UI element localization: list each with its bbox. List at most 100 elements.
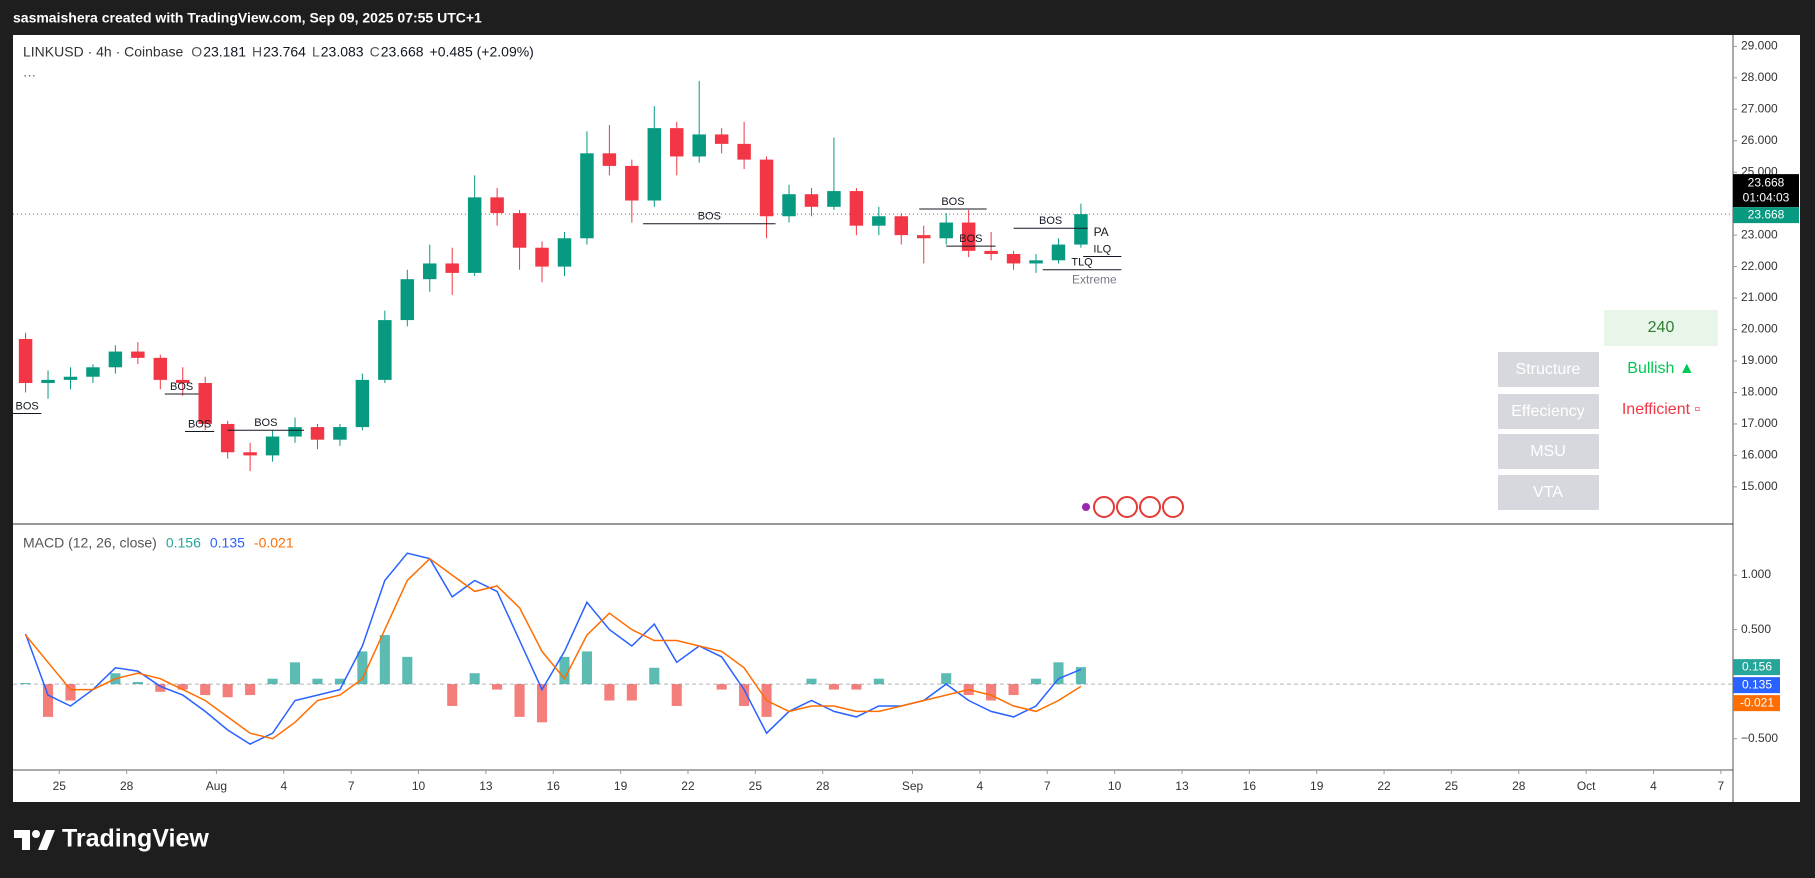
histogram-bar <box>132 681 143 685</box>
histogram-bar <box>65 684 76 701</box>
candle-body <box>86 367 100 377</box>
candle-body <box>198 383 212 424</box>
macd-line <box>25 557 1082 740</box>
candle-body <box>400 279 415 321</box>
histogram-bar <box>559 656 570 685</box>
y-tick-label: 29.000 <box>1741 39 1778 53</box>
histogram-bar <box>357 651 368 685</box>
value-badge <box>1733 659 1780 676</box>
histogram-bar <box>312 678 323 685</box>
x-tick-label: 25 <box>53 779 67 793</box>
value-badge-text: -0.021 <box>1740 695 1774 709</box>
level-label: BOS <box>698 211 721 223</box>
efficiency-status: Inefficient ▫ <box>1622 401 1700 418</box>
value-badge <box>1733 677 1780 694</box>
histogram-bar <box>1075 667 1086 685</box>
y-tick-label: 20.000 <box>1741 322 1778 336</box>
panel-button[interactable] <box>1498 434 1599 469</box>
x-tick-label: 7 <box>348 779 355 793</box>
histogram-bar <box>447 684 458 706</box>
panel-button-label[interactable]: VTA <box>1533 484 1563 501</box>
candle-body <box>580 153 594 239</box>
histogram-bar <box>334 678 345 685</box>
candle-body <box>423 263 437 280</box>
histogram-bar <box>222 684 233 698</box>
x-tick-label: 4 <box>977 779 984 793</box>
y-tick-label: 15.000 <box>1741 479 1778 493</box>
ohlc-key: C <box>370 44 380 60</box>
macd-legend-value: -0.021 <box>254 535 294 551</box>
histogram-bar <box>649 667 660 685</box>
y-tick-label: 18.000 <box>1741 385 1778 399</box>
histogram-bar <box>671 684 682 706</box>
x-tick-label: 4 <box>280 779 287 793</box>
candle-body <box>917 235 931 239</box>
x-tick-label: 10 <box>412 779 426 793</box>
candle-body <box>220 423 235 453</box>
ohlc-key: H <box>252 44 262 60</box>
more: ··· <box>23 67 36 82</box>
x-tick-label: 22 <box>1377 779 1391 793</box>
y-tick-label: 21.000 <box>1741 290 1778 304</box>
histogram-bar <box>379 635 390 685</box>
note-label: Extreme <box>1072 272 1117 286</box>
histogram-bar <box>155 684 166 692</box>
panel-button[interactable] <box>1498 352 1599 387</box>
histogram-bar <box>626 684 637 701</box>
panel-button-label[interactable]: Effeciency <box>1511 403 1585 420</box>
x-tick-label: 19 <box>1310 779 1324 793</box>
candle-body <box>467 197 482 273</box>
value-badge <box>1733 695 1780 712</box>
y-tick-label: 19.000 <box>1741 353 1778 367</box>
footer-brand: TradingView <box>62 825 209 853</box>
histogram-bar <box>245 684 256 696</box>
candle-body <box>894 216 909 236</box>
level-label: BOS <box>16 400 39 412</box>
x-tick-label: Oct <box>1577 779 1596 793</box>
x-tick-label: Sep <box>902 779 924 793</box>
event-icons <box>1082 496 1184 518</box>
histogram-bar <box>941 673 952 685</box>
candle-body <box>804 194 819 207</box>
histogram-bar <box>267 678 278 685</box>
histogram-bar <box>581 651 592 685</box>
candle-body <box>961 222 976 251</box>
candle-body <box>265 436 280 456</box>
candle-body <box>108 351 123 368</box>
x-tick-label: 25 <box>749 779 763 793</box>
histogram-bar <box>828 684 839 690</box>
candle-body <box>1029 260 1043 264</box>
candle-body <box>243 452 257 456</box>
panel-button[interactable] <box>1498 394 1599 429</box>
y-tick-label: 0.500 <box>1741 622 1771 636</box>
price-badge-green-value: 23.668 <box>1748 207 1785 221</box>
x-tick-label: 28 <box>1512 779 1526 793</box>
y-tick-label: 26.000 <box>1741 133 1778 147</box>
candle-body <box>1051 244 1066 261</box>
x-tick-label: 16 <box>547 779 561 793</box>
ohlc-value: 23.668 <box>381 44 424 60</box>
panel-button-label[interactable]: Structure <box>1516 361 1581 378</box>
x-tick-label: Aug <box>206 779 227 793</box>
y-tick-label: 1.000 <box>1741 567 1771 581</box>
panel-button[interactable] <box>1498 475 1599 510</box>
ohlc-value: 23.083 <box>321 44 364 60</box>
histogram-bar <box>739 684 750 706</box>
x-tick-label: 7 <box>1718 779 1725 793</box>
candle-body <box>1006 254 1021 264</box>
histogram-bar <box>604 684 615 701</box>
histogram-bar <box>873 678 884 685</box>
value-badge-text: 0.156 <box>1742 659 1772 673</box>
candle-body <box>512 213 527 248</box>
y-tick-label: −0.500 <box>1741 731 1778 745</box>
x-tick-label: 4 <box>1650 779 1657 793</box>
candle-body <box>153 357 168 380</box>
y-tick-label: 27.000 <box>1741 101 1778 115</box>
level-label: BOS <box>170 381 193 393</box>
ohlc-key: L <box>312 44 320 60</box>
value-badge-text: 0.135 <box>1742 677 1772 691</box>
histogram-bar <box>1053 662 1064 685</box>
panel-button-label[interactable]: MSU <box>1530 443 1566 460</box>
candle-body <box>849 191 864 226</box>
x-tick-label: 13 <box>1175 779 1189 793</box>
